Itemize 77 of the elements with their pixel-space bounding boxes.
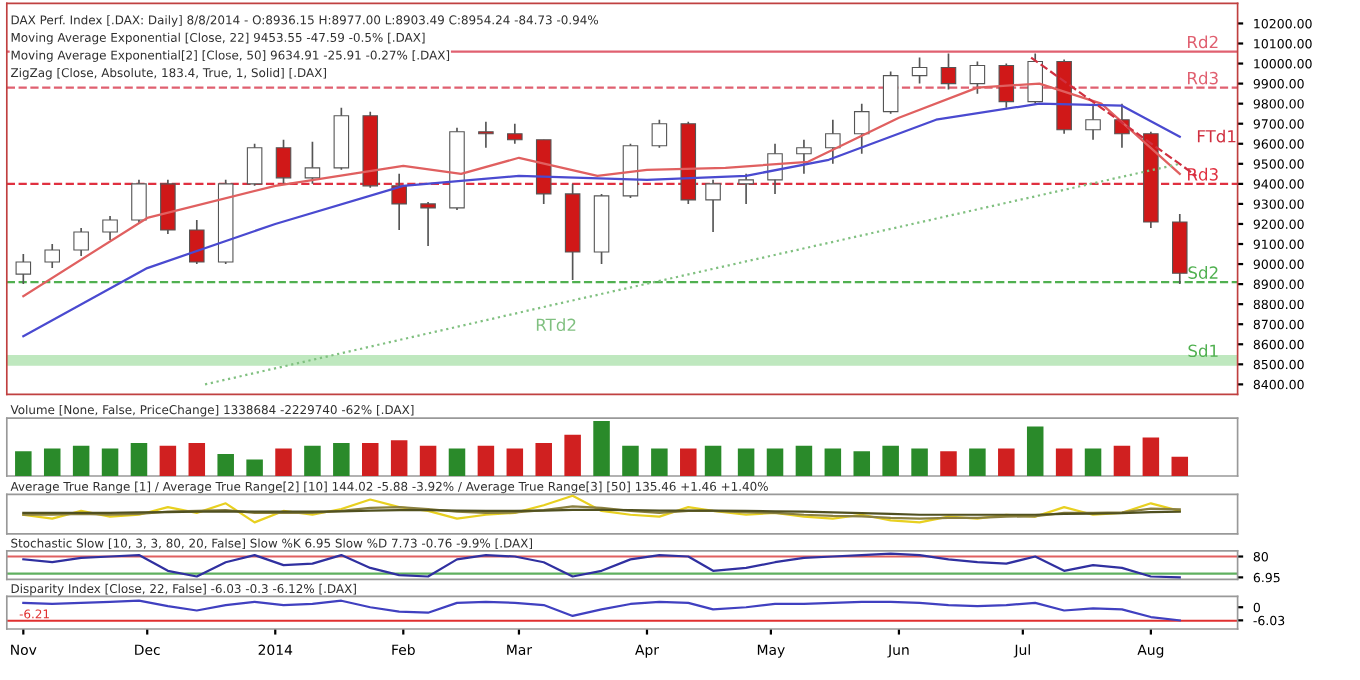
candlestick [853,102,870,155]
bar [766,448,784,476]
candlestick [825,118,841,165]
candlestick [705,179,721,233]
band-label: Sd1 [1188,344,1218,358]
bar [506,448,524,476]
candlestick [420,201,436,247]
bar [1142,437,1160,476]
bar [159,445,177,476]
candlestick [651,118,668,149]
bar [853,451,871,476]
candlestick [391,173,407,231]
candlestick [102,215,118,241]
ref-line-label: Rd3 [1188,167,1218,181]
candlestick [1085,102,1101,141]
bar [651,448,668,476]
line-series [22,552,1181,579]
bar [448,448,466,476]
candlestick [940,52,957,91]
bar [911,448,928,476]
bar [477,445,495,476]
candlestick [275,138,292,185]
bar [622,445,639,476]
series-label: RTd2 [536,318,576,332]
bar [998,448,1015,476]
bar [737,448,755,476]
candlestick [189,219,205,265]
ref-line-label: Rd2 [1188,35,1218,49]
candlestick [738,173,754,205]
candlestick [131,179,147,225]
bar [217,453,234,476]
bar [795,445,813,476]
bar [1113,445,1131,476]
bar [1084,448,1102,476]
bar [188,442,206,476]
candlestick [796,138,812,175]
bar [704,445,722,476]
bar [680,448,697,476]
candlestick [15,253,32,285]
bar [15,451,32,476]
candlestick [73,227,89,257]
bar [564,434,581,476]
bar [1171,456,1189,476]
bar [1055,448,1073,476]
bar [419,445,437,476]
ref-line-label: Sd2 [1188,265,1218,279]
line-series [22,599,1181,622]
bar [246,459,263,476]
ref-line-label: Rd3 [1188,71,1218,85]
candlestick [1027,52,1044,105]
bar [362,442,379,476]
candlestick [246,142,263,187]
bar [130,442,148,476]
candlestick [44,243,61,269]
bar [940,451,957,476]
candlestick [911,56,928,85]
bar [333,442,350,476]
candlestick [304,140,321,185]
bar [535,442,552,476]
bar [390,440,408,476]
bar [43,448,61,476]
bar [72,445,90,476]
bar [275,448,292,476]
bar [882,445,899,476]
candlestick [507,122,523,145]
candlestick [998,62,1015,109]
bar [304,445,321,476]
candlestick [478,120,494,149]
bar [1026,426,1044,476]
candlestick [882,70,899,115]
bar [593,420,610,476]
bar [969,448,986,476]
candlestick [160,179,176,235]
bar [101,448,119,476]
bar [824,448,842,476]
candlestick [969,60,986,95]
series-label: FTd1 [1197,129,1236,143]
